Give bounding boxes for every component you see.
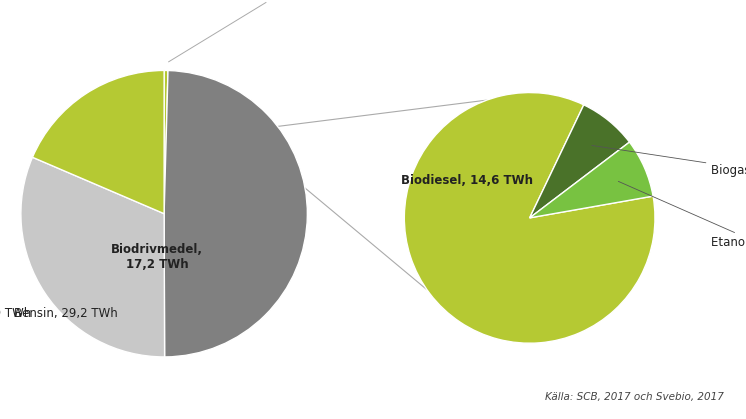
Text: Biodrivmedel,
17,2 TWh: Biodrivmedel, 17,2 TWh [111, 243, 203, 271]
Text: Biogas, 1,3 TWh: Biogas, 1,3 TWh [592, 145, 746, 177]
Wedge shape [21, 157, 165, 357]
Text: Biodiesel, 14,6 TWh: Biodiesel, 14,6 TWh [401, 174, 533, 187]
Text: Källa: SCB, 2017 och Svebio, 2017: Källa: SCB, 2017 och Svebio, 2017 [545, 392, 724, 402]
Text: Bensin, 29,2 TWh: Bensin, 29,2 TWh [13, 308, 117, 321]
Wedge shape [33, 70, 164, 214]
Text: Naturgas, 0,4 TWh: Naturgas, 0,4 TWh [169, 0, 339, 62]
Wedge shape [164, 70, 307, 357]
Wedge shape [530, 142, 653, 218]
Text: Diesel, 45,9 TWh: Diesel, 45,9 TWh [0, 308, 31, 321]
Wedge shape [164, 70, 168, 214]
Wedge shape [404, 93, 655, 343]
Text: Etanol, 1,3 TWh: Etanol, 1,3 TWh [618, 181, 746, 249]
Wedge shape [530, 105, 630, 218]
